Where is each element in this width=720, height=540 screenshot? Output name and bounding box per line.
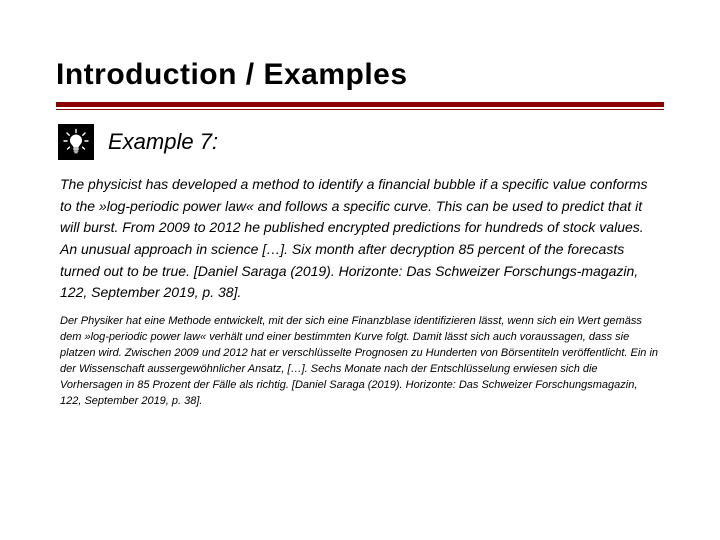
- body-german: Der Physiker hat eine Methode entwickelt…: [56, 314, 664, 410]
- rule-thin: [56, 109, 664, 110]
- body-english: The physicist has developed a method to …: [56, 174, 664, 304]
- lightbulb-icon: [58, 124, 94, 160]
- example-header: Example 7:: [56, 124, 664, 160]
- rule-thick: [56, 102, 664, 107]
- example-label: Example 7:: [108, 129, 218, 155]
- title-rule: [56, 102, 664, 110]
- page-title: Introduction / Examples: [56, 58, 664, 92]
